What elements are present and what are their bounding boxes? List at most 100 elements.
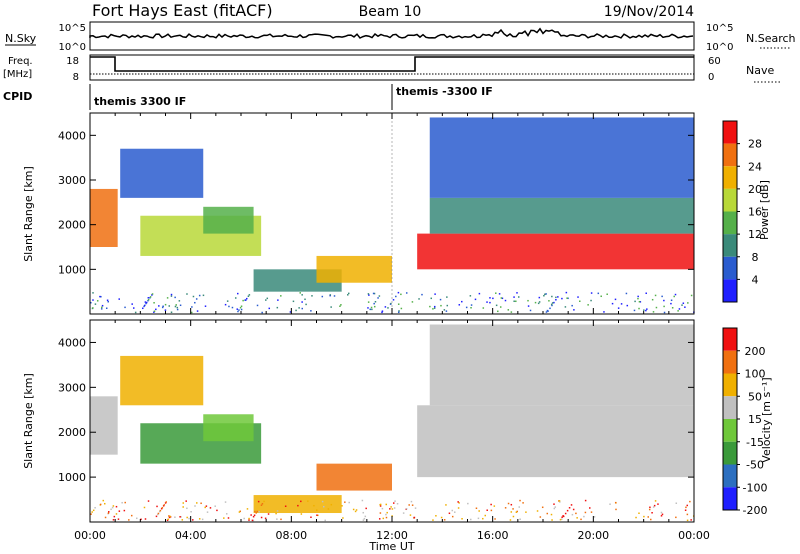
ground-scatter-point xyxy=(164,303,167,306)
colorbar-tick-label: 50 xyxy=(748,390,762,403)
ground-scatter-point xyxy=(490,509,493,512)
ground-scatter-point xyxy=(266,297,269,300)
ground-scatter-point xyxy=(186,516,188,519)
ground-scatter-point xyxy=(570,504,573,506)
ground-scatter-point xyxy=(663,299,665,302)
heatmap-cell xyxy=(316,255,392,283)
ground-scatter-point xyxy=(551,295,553,298)
ground-scatter-point xyxy=(378,295,381,297)
ground-scatter-point xyxy=(239,510,242,513)
ground-scatter-point xyxy=(587,304,589,306)
ground-scatter-point xyxy=(553,507,556,510)
ground-scatter-point xyxy=(224,303,227,306)
ground-scatter-point xyxy=(389,508,391,510)
ground-scatter-point xyxy=(440,304,442,307)
power-colorbar: 4 8 12 16 20 24 28 xyxy=(722,120,762,303)
ground-scatter-point xyxy=(686,513,689,516)
ground-scatter-point xyxy=(151,293,154,295)
colorbar-tick-label: 20 xyxy=(748,183,762,196)
ground-scatter-point xyxy=(584,499,587,502)
ground-scatter-point xyxy=(333,295,336,297)
ground-scatter-point xyxy=(567,297,569,300)
ground-scatter-point xyxy=(94,506,96,509)
ground-scatter-point xyxy=(147,500,150,502)
ground-scatter-point xyxy=(555,298,557,301)
ground-scatter-point xyxy=(161,506,164,509)
ground-scatter-point xyxy=(433,307,436,309)
colorbar-segment xyxy=(723,487,737,510)
ground-scatter-point xyxy=(638,300,641,303)
cpid-segment: themis -3300 IF xyxy=(396,85,493,98)
ground-scatter-point xyxy=(155,308,157,311)
ground-scatter-point xyxy=(164,502,167,504)
ground-scatter-point xyxy=(638,307,640,310)
ground-scatter-point xyxy=(392,299,395,301)
ground-scatter-point xyxy=(682,302,685,304)
ground-scatter-point xyxy=(196,502,198,504)
ground-scatter-point xyxy=(475,507,478,510)
ground-scatter-point xyxy=(330,503,333,506)
ground-scatter-point xyxy=(609,503,611,505)
ground-scatter-point xyxy=(684,306,686,308)
ground-scatter-point xyxy=(392,502,395,504)
ground-scatter-point xyxy=(115,505,118,508)
ground-scatter-point xyxy=(242,299,244,302)
ground-scatter-point xyxy=(204,305,207,307)
ground-scatter-point xyxy=(411,301,414,303)
ground-scatter-point xyxy=(465,306,468,309)
ground-scatter-point xyxy=(453,511,456,513)
ground-scatter-point xyxy=(102,499,105,502)
ground-scatter-point xyxy=(322,505,325,508)
ground-scatter-point xyxy=(170,293,173,296)
xtick-label: 08:00 xyxy=(275,529,307,542)
ground-scatter-point xyxy=(164,309,167,311)
ground-scatter-point xyxy=(168,515,170,517)
ground-scatter-point xyxy=(280,518,282,521)
ground-scatter-point xyxy=(555,296,557,299)
ground-scatter-point xyxy=(246,508,249,510)
ground-scatter-point xyxy=(256,304,259,307)
freq-right-tick: 60 xyxy=(708,56,721,67)
ground-scatter-point xyxy=(482,517,484,520)
ground-scatter-point xyxy=(236,308,239,310)
ground-scatter-point xyxy=(379,512,382,514)
ground-scatter-point xyxy=(182,506,184,508)
ground-scatter-point xyxy=(372,292,375,295)
ground-scatter-point xyxy=(546,512,549,515)
ground-scatter-point xyxy=(597,292,600,295)
power-colorbar-label: Power [dB] xyxy=(758,180,771,240)
ground-scatter-point xyxy=(390,506,392,508)
ground-scatter-point xyxy=(379,503,381,506)
nave-label: Nave xyxy=(746,64,774,77)
ground-scatter-point xyxy=(347,292,350,295)
ground-scatter-point xyxy=(247,295,250,298)
ground-scatter-point xyxy=(651,298,654,301)
ytick-label: 3000 xyxy=(58,174,86,187)
ground-scatter-point xyxy=(443,309,446,311)
ground-scatter-point xyxy=(498,293,501,295)
ground-scatter-point xyxy=(153,311,155,313)
ground-scatter-point xyxy=(564,306,567,308)
ground-scatter-point xyxy=(175,304,177,306)
ground-scatter-point xyxy=(573,309,575,311)
ground-scatter-point xyxy=(590,292,593,294)
ground-scatter-point xyxy=(107,512,110,514)
ground-scatter-point xyxy=(112,505,115,507)
ground-scatter-point xyxy=(202,294,205,297)
ground-scatter-point xyxy=(277,299,279,301)
ground-scatter-point xyxy=(167,518,169,521)
ground-scatter-point xyxy=(518,506,520,508)
ground-scatter-point xyxy=(92,509,95,512)
ground-scatter-point xyxy=(575,512,577,515)
velocity-ground-scatter xyxy=(90,499,695,522)
ground-scatter-point xyxy=(433,305,436,308)
ground-scatter-point xyxy=(182,502,185,504)
ground-scatter-point xyxy=(670,302,672,305)
ground-scatter-point xyxy=(499,306,502,308)
cpid-label: CPID xyxy=(3,90,32,103)
ground-scatter-point xyxy=(583,515,585,518)
ground-scatter-point xyxy=(690,294,693,297)
ground-scatter-point xyxy=(568,507,571,509)
ground-scatter-point xyxy=(365,507,367,510)
velocity-yaxis: 1000 2000 3000 4000 xyxy=(58,336,694,484)
